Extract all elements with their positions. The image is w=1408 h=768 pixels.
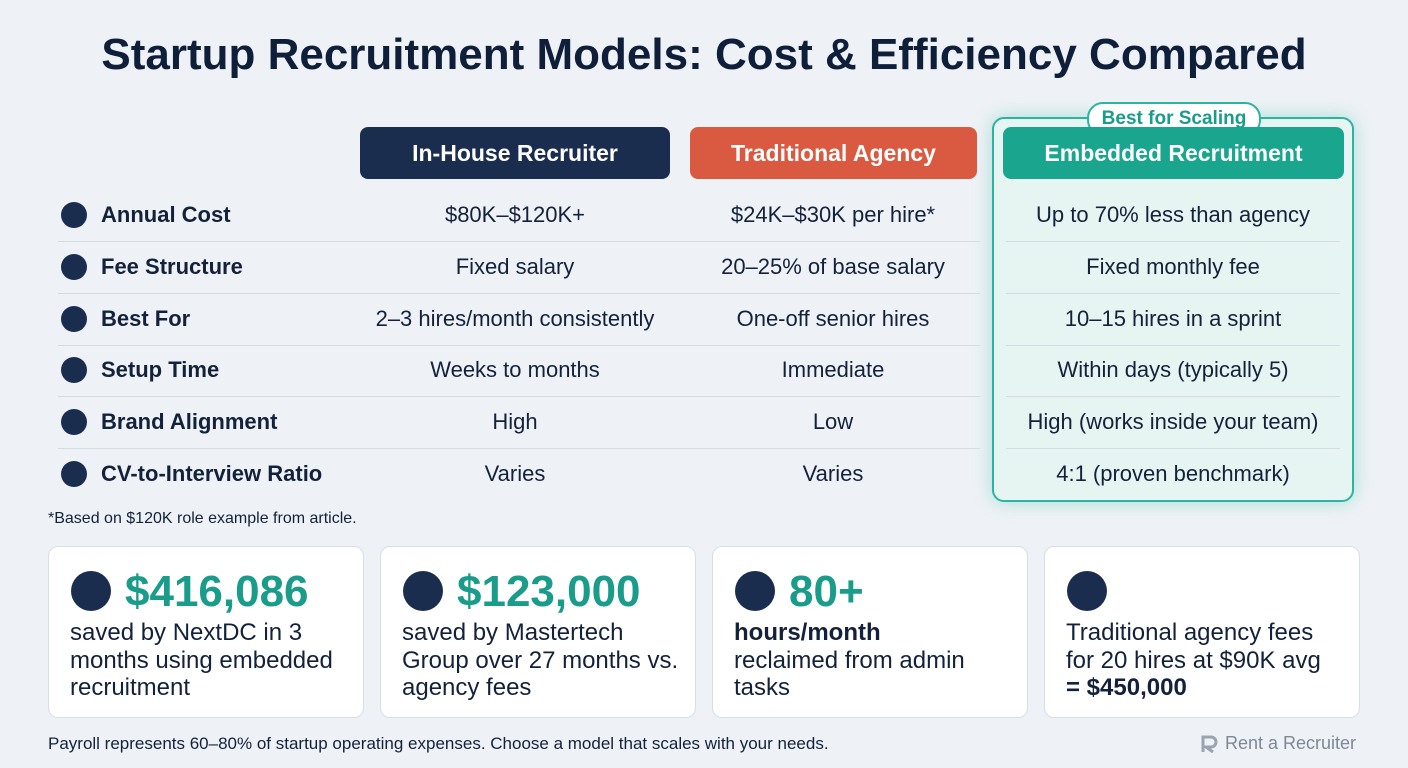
row-divider xyxy=(58,292,980,294)
cell: $24K–$30K per hire* xyxy=(730,202,936,227)
cell: Fixed monthly fee xyxy=(1086,253,1260,279)
stat-desc: saved by Mastertech Group over 27 months… xyxy=(402,619,679,701)
row-divider xyxy=(1006,396,1340,398)
cell: Fixed salary xyxy=(455,253,575,279)
footer-note: Payroll represents 60–80% of startup ope… xyxy=(48,734,829,753)
row-divider xyxy=(1006,292,1340,294)
cell: High (works inside your team) xyxy=(1027,409,1319,435)
row-label: CV-to-Interview Ratio xyxy=(101,461,323,486)
row-icon xyxy=(61,202,87,228)
card-icon xyxy=(1067,571,1107,611)
stat-text: saved by NextDC in 3 months using embedd… xyxy=(70,619,350,702)
cell: 10–15 hires in a sprint xyxy=(1064,305,1282,331)
cell: Within days (typically 5) xyxy=(1057,357,1289,383)
brand-icon xyxy=(1201,735,1218,754)
stat-desc: Traditional agency fees for 20 hires at … xyxy=(1066,619,1321,674)
row-divider xyxy=(1006,344,1340,346)
stat-text: hours/month reclaimed from admin tasks xyxy=(734,619,1014,702)
stat-card: Traditional agency fees for 20 hires at … xyxy=(1044,546,1360,718)
card-icon xyxy=(735,571,775,611)
highlight-box xyxy=(992,117,1354,502)
cell: Immediate xyxy=(781,357,885,383)
card-icon xyxy=(403,571,443,611)
row-divider xyxy=(58,396,980,398)
row-label: Setup Time xyxy=(101,357,220,383)
row-label: Annual Cost xyxy=(101,202,231,227)
stat-desc: reclaimed from admin tasks xyxy=(734,646,965,702)
column-header: Embedded Recruitment xyxy=(1003,127,1344,179)
stat-card: $123,000 saved by Mastertech Group over 2… xyxy=(380,546,696,718)
stat-bold: = $450,000 xyxy=(1066,674,1187,701)
card-icon xyxy=(71,571,111,611)
row-label: Brand Alignment xyxy=(101,409,278,435)
stat-card: $416,086 saved by NextDC in 3 months usin… xyxy=(48,546,364,718)
cell: 2–3 hires/month consistently xyxy=(375,305,655,331)
cell: High xyxy=(492,409,538,435)
footnote: *Based on $120K role example from articl… xyxy=(48,510,357,527)
cell: Up to 70% less than agency xyxy=(1036,202,1310,227)
row-icon xyxy=(61,253,87,280)
row-divider xyxy=(58,241,980,242)
cell: $80K–$120K+ xyxy=(444,202,586,227)
row-divider xyxy=(58,448,980,450)
row-icon xyxy=(61,461,87,487)
stat-value: $416,086 xyxy=(125,567,309,616)
stat-card: 80+ hours/month reclaimed from admin tasks xyxy=(712,546,1028,718)
cell: 4:1 (proven benchmark) xyxy=(1056,461,1290,486)
cell: Varies xyxy=(484,461,546,486)
row-divider xyxy=(58,344,980,346)
stat-value: 80+ xyxy=(789,567,864,616)
stat-text: saved by Mastertech Group over 27 months… xyxy=(402,619,682,702)
stat-bold: hours/month xyxy=(734,619,881,646)
cell: Low xyxy=(812,409,854,435)
cell: Weeks to months xyxy=(430,357,600,383)
stat-value: $123,000 xyxy=(457,567,641,616)
row-divider xyxy=(1006,241,1340,242)
stat-text: Traditional agency fees for 20 hires at … xyxy=(1066,619,1346,702)
cell: Varies xyxy=(802,461,864,486)
row-icon xyxy=(61,409,87,436)
row-icon xyxy=(61,305,87,332)
row-label: Fee Structure xyxy=(101,253,243,279)
row-divider xyxy=(1006,448,1340,450)
brand: Rent a Recruiter xyxy=(1225,733,1357,753)
cell: One-off senior hires xyxy=(736,305,930,331)
row-icon xyxy=(61,357,87,384)
cell: 20–25% of base salary xyxy=(721,253,945,279)
column-header: In-House Recruiter xyxy=(360,127,670,179)
stat-desc: saved by NextDC in 3 months using embedd… xyxy=(70,619,333,701)
row-label: Best For xyxy=(101,305,191,331)
title: Startup Recruitment Models: Cost & Effic… xyxy=(101,30,1307,79)
column-header: Traditional Agency xyxy=(690,127,977,179)
